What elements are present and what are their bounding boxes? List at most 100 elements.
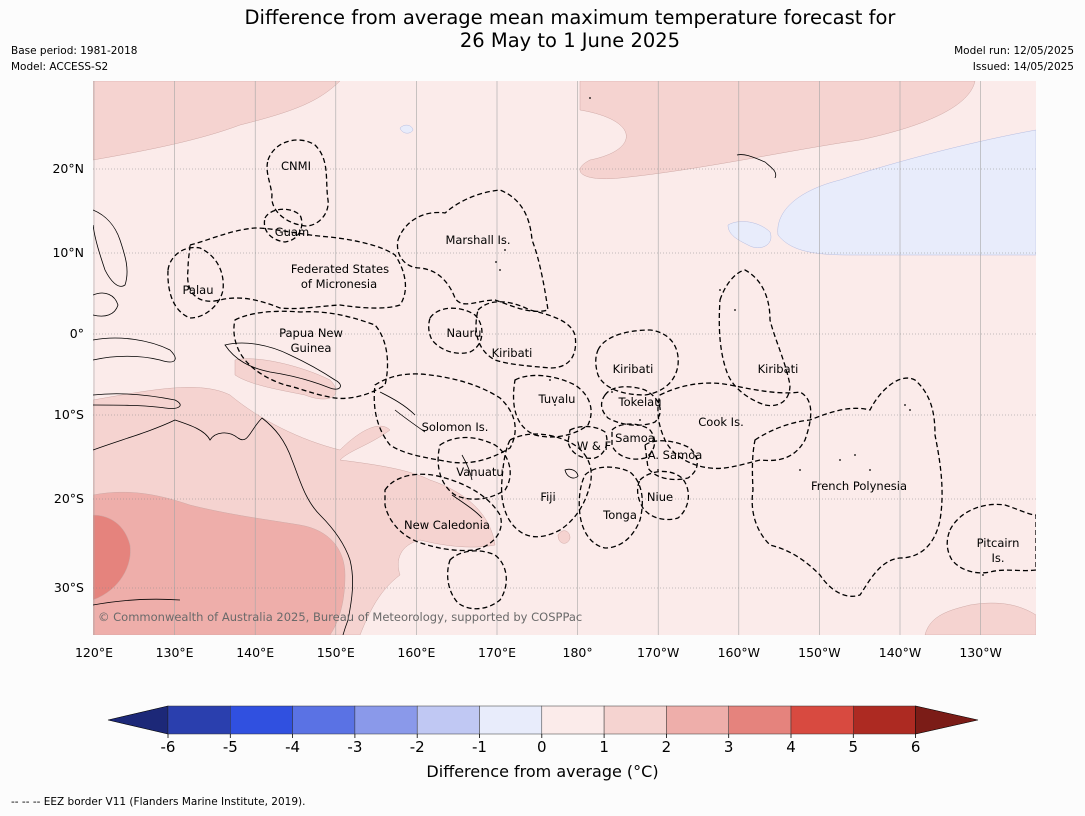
model-name: Model: ACCESS-S2 bbox=[11, 61, 109, 73]
label-tokelau: Tokelau bbox=[618, 395, 662, 409]
anomaly-zone-3-4 bbox=[93, 514, 131, 601]
island-dots bbox=[495, 97, 984, 576]
footer-note: -- -- -- EEZ border V11 (Flanders Marine… bbox=[11, 796, 306, 808]
label-kiribati-west: Kiribati bbox=[492, 346, 533, 360]
coastline-new-caledonia bbox=[451, 494, 483, 519]
longitude-label: 140°W bbox=[879, 645, 921, 660]
coastline-vanuatu bbox=[461, 454, 473, 481]
eez-french-polynesia bbox=[751, 377, 943, 597]
colorbar-tick-label: -5 bbox=[223, 738, 238, 756]
label-wallis-futuna: W & F bbox=[577, 439, 611, 453]
coastline-hawaii bbox=[736, 154, 777, 179]
eez-samoa bbox=[611, 423, 656, 460]
region-labels: CNMI Guam Marshall Is. Federated States … bbox=[183, 159, 1020, 565]
colorbar-swatch bbox=[666, 705, 729, 735]
latitude-label: 20°N bbox=[52, 161, 84, 176]
longitude-label: 140°E bbox=[236, 645, 274, 660]
colorbar-under-arrow bbox=[107, 705, 169, 735]
longitude-label: 180° bbox=[563, 645, 593, 660]
anomaly-zone-fiji bbox=[557, 530, 571, 544]
colorbar-tick-label: 0 bbox=[537, 738, 547, 756]
colorbar-swatch bbox=[541, 705, 605, 735]
meta-left: Base period: 1981-2018 Model: ACCESS-S2 bbox=[11, 43, 137, 75]
label-marshall: Marshall Is. bbox=[445, 233, 510, 247]
coastline-png bbox=[224, 342, 341, 390]
colorbar-tick-label: 2 bbox=[662, 738, 672, 756]
label-tonga: Tonga bbox=[602, 508, 637, 522]
eez-kiribati-central bbox=[595, 329, 679, 396]
colorbar-tick-label: -2 bbox=[410, 738, 425, 756]
label-pitcairn-1: Pitcairn bbox=[977, 536, 1020, 550]
eez-tonga bbox=[578, 466, 643, 549]
longitude-axis: 120°E 130°E 140°E 150°E 160°E 170°E 180° 170°W 1… bbox=[75, 645, 1002, 660]
coastline-nz-north bbox=[93, 598, 181, 606]
anomaly-zone-cool bbox=[777, 129, 1036, 256]
colorbar-swatch bbox=[354, 705, 418, 735]
colorbar-tick-label: 1 bbox=[599, 738, 609, 756]
colorbar-unit: °C) bbox=[633, 762, 659, 781]
label-kiribati-east: Kiribati bbox=[758, 362, 799, 376]
latitude-label: 0° bbox=[70, 326, 84, 341]
coastlines bbox=[93, 154, 777, 635]
colorbar-tick-label: -4 bbox=[285, 738, 300, 756]
longitude-label: 150°E bbox=[317, 645, 355, 660]
coastline-philippines bbox=[93, 209, 128, 287]
model-run: Model run: 12/05/2025 bbox=[954, 45, 1074, 57]
label-guam: Guam bbox=[275, 225, 309, 239]
label-png-2: Guinea bbox=[291, 341, 332, 355]
label-new-caledonia: New Caledonia bbox=[404, 518, 490, 532]
longitude-label: 170°W bbox=[637, 645, 679, 660]
colorbar-tick-label: -3 bbox=[347, 738, 362, 756]
longitude-label: 130°E bbox=[156, 645, 194, 660]
colorbar-tick-label: 6 bbox=[911, 738, 921, 756]
label-tuvalu: Tuvalu bbox=[538, 392, 576, 406]
label-fsm-2: of Micronesia bbox=[301, 277, 377, 291]
label-pitcairn-2: Is. bbox=[991, 551, 1004, 565]
eez-fsm bbox=[187, 227, 407, 310]
eez-niue bbox=[636, 470, 689, 521]
eez-borders bbox=[167, 139, 1036, 610]
longitude-label: 160°W bbox=[718, 645, 760, 660]
gridlines bbox=[93, 81, 1036, 635]
colorbar-tick-label: 4 bbox=[786, 738, 796, 756]
label-kiribati-central: Kiribati bbox=[613, 362, 654, 376]
latitude-label: 30°S bbox=[54, 580, 84, 595]
issued-date: Issued: 14/05/2025 bbox=[972, 61, 1074, 73]
eez-wallis-futuna bbox=[567, 425, 608, 459]
colorbar-tick-label: 3 bbox=[724, 738, 734, 756]
coastline-solomon bbox=[379, 391, 426, 433]
eez-palau bbox=[167, 246, 224, 319]
eez-solomon bbox=[373, 373, 516, 464]
eez-kiribati-east bbox=[718, 269, 791, 407]
colorbar-swatch bbox=[603, 705, 667, 735]
label-american-samoa: A. Samoa bbox=[648, 448, 703, 462]
colorbar-swatch bbox=[292, 705, 356, 735]
eez-fiji bbox=[500, 433, 592, 538]
copyright-note: © Commonwealth of Australia 2025, Bureau… bbox=[98, 610, 582, 624]
coastline-fiji bbox=[564, 468, 579, 479]
eez-pitcairn bbox=[946, 503, 1036, 574]
eez-kiribati-west bbox=[475, 301, 577, 369]
label-cook: Cook Is. bbox=[698, 415, 743, 429]
meta-right: Model run: 12/05/2025 Issued: 14/05/2025 bbox=[954, 43, 1074, 75]
eez-norfolk bbox=[447, 550, 507, 610]
chart-title: Difference from average mean maximum tem… bbox=[0, 6, 1085, 52]
longitude-label: 120°E bbox=[75, 645, 113, 660]
coastline-indonesia-2 bbox=[93, 393, 181, 409]
label-fsm-1: Federated States bbox=[291, 262, 389, 276]
colorbar-swatch bbox=[167, 705, 231, 735]
coastline-australia bbox=[93, 417, 354, 635]
colorbar-swatch bbox=[416, 705, 480, 735]
longitude-label: 150°W bbox=[798, 645, 840, 660]
latitude-label: 20°S bbox=[54, 491, 84, 506]
label-fiji: Fiji bbox=[540, 490, 555, 504]
label-palau: Palau bbox=[183, 283, 214, 297]
label-png-1: Papua New bbox=[279, 326, 343, 340]
colorbar-tick-label: -1 bbox=[472, 738, 487, 756]
latitude-label: 10°N bbox=[52, 245, 84, 260]
eez-guam bbox=[263, 208, 303, 243]
eez-png bbox=[233, 310, 389, 400]
colorbar-swatch bbox=[230, 705, 293, 735]
eez-tuvalu bbox=[512, 374, 592, 438]
eez-new-caledonia bbox=[384, 473, 502, 552]
